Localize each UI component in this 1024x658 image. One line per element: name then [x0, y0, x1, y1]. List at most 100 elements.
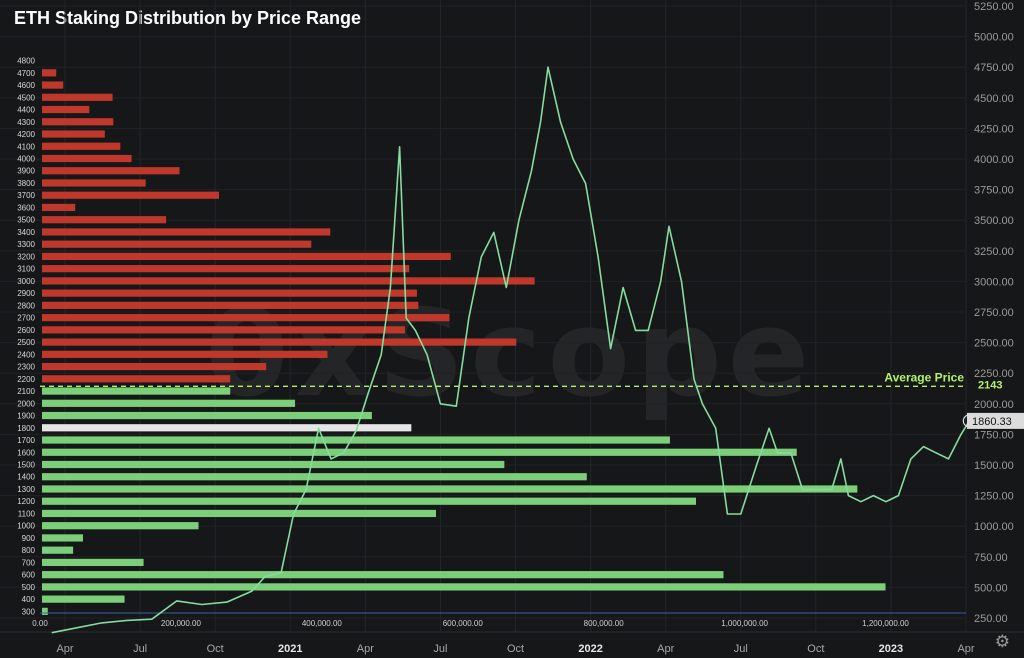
time-tick-label: Oct [507, 643, 524, 655]
price-tick-label: 2500.00 [974, 338, 1014, 350]
distribution-bar [42, 252, 451, 261]
price-bucket-label: 1200 [17, 497, 35, 506]
price-bucket-label: 4700 [17, 69, 35, 78]
stake-tick-label: 1,000,000.00 [721, 619, 768, 628]
distribution-bar [42, 387, 231, 395]
stake-tick-label: 0.00 [32, 619, 48, 628]
price-tick-label: 1750.00 [974, 429, 1014, 441]
price-bucket-label: 1700 [17, 436, 35, 445]
price-tick-label: 4750.00 [974, 62, 1014, 74]
stake-tick-label: 1,200,000.00 [862, 619, 909, 628]
distribution-bar [42, 69, 57, 77]
distribution-bar [42, 118, 114, 126]
distribution-bar [42, 142, 121, 150]
distribution-bar [42, 265, 410, 273]
distribution-bar [42, 130, 105, 138]
price-bucket-label: 3700 [17, 191, 35, 200]
price-tick-label: 3250.00 [974, 246, 1014, 258]
price-bucket-label: 2200 [17, 375, 35, 384]
time-tick-label: 2023 [879, 643, 903, 655]
price-bucket-label: 600 [22, 571, 36, 580]
price-bucket-label: 2900 [17, 289, 35, 298]
distribution-bar [42, 375, 231, 383]
time-tick-label: Apr [357, 643, 374, 655]
distribution-bar [42, 314, 450, 322]
price-bucket-label: 3600 [17, 203, 35, 212]
price-bucket-label: 500 [22, 583, 36, 592]
distribution-bar [42, 179, 146, 187]
price-bucket-label: 1500 [17, 461, 35, 470]
price-bucket-label: 1300 [17, 485, 35, 494]
chart-title: ETH Staking Distribution by Price Range [14, 8, 362, 28]
price-bucket-label: 1400 [17, 473, 35, 482]
average-price-value: 2143 [978, 379, 1002, 391]
price-tick-label: 4250.00 [974, 123, 1014, 135]
price-bucket-label: 2700 [17, 314, 35, 323]
price-bucket-label: 1900 [17, 412, 35, 421]
distribution-bar [42, 546, 74, 554]
distribution-bar [42, 595, 125, 603]
distribution-bar [42, 289, 417, 297]
price-bucket-label: 900 [22, 534, 36, 543]
gear-icon[interactable]: ⚙ [994, 632, 1010, 651]
distribution-bar [42, 105, 90, 114]
price-bucket-label: 4800 [17, 57, 35, 66]
price-bucket-label: 2000 [17, 399, 35, 408]
price-bucket-label: 800 [22, 546, 36, 555]
price-bucket-label: 4500 [17, 93, 35, 102]
time-tick-label: Apr [56, 643, 73, 655]
price-tick-label: 1000.00 [974, 521, 1014, 533]
distribution-bar [42, 326, 405, 334]
price-bucket-label: 4300 [17, 118, 35, 127]
distribution-bar [42, 81, 64, 89]
stake-tick-label: 400,000.00 [302, 619, 343, 628]
distribution-bar [42, 424, 412, 432]
price-tick-label: 250.00 [974, 613, 1008, 625]
stake-tick-label: 200,000.00 [161, 619, 202, 628]
distribution-bar [42, 485, 858, 493]
price-tick-label: 2250.00 [974, 368, 1014, 380]
price-bucket-label: 1100 [18, 509, 36, 518]
price-bucket-label: 400 [22, 595, 36, 604]
price-tick-label: 750.00 [974, 552, 1008, 564]
time-tick-label: Apr [657, 643, 674, 655]
price-bucket-label: 300 [22, 607, 36, 616]
price-tick-label: 3000.00 [974, 276, 1014, 288]
distribution-bar [42, 436, 670, 444]
distribution-bar [42, 338, 517, 346]
price-bucket-label: 700 [22, 558, 36, 567]
price-bucket-label: 2500 [17, 338, 35, 347]
price-bucket-label: 3300 [17, 240, 35, 249]
time-tick-label: Jul [433, 643, 447, 655]
time-tick-label: Jul [133, 643, 147, 655]
distribution-bar [42, 301, 419, 309]
price-bucket-label: 1000 [17, 522, 35, 531]
price-bucket-label: 1800 [17, 424, 35, 433]
price-bucket-label: 2300 [17, 363, 35, 372]
price-bucket-label: 2400 [17, 350, 35, 359]
distribution-bar [42, 509, 436, 518]
price-bucket-label: 3200 [17, 252, 35, 261]
distribution-bar [42, 534, 83, 542]
distribution-bar [42, 607, 48, 615]
price-tick-label: 2000.00 [974, 399, 1014, 411]
price-bucket-label: 2600 [17, 326, 35, 335]
time-tick-label: Apr [957, 643, 974, 655]
distribution-bar [42, 191, 219, 199]
stake-tick-label: 600,000.00 [443, 619, 484, 628]
distribution-bar [42, 216, 167, 224]
time-tick-label: 2022 [578, 643, 602, 655]
distribution-bar [42, 583, 886, 591]
distribution-bar [42, 522, 199, 530]
time-tick-label: 2021 [278, 643, 302, 655]
price-bucket-label: 4100 [17, 142, 35, 151]
distribution-bar [42, 154, 132, 163]
price-tick-label: 5000.00 [974, 32, 1014, 44]
distribution-bar [42, 473, 587, 481]
time-tick-label: Jul [734, 643, 748, 655]
distribution-bar [42, 448, 797, 456]
distribution-bar [42, 558, 144, 567]
time-tick-label: Oct [207, 643, 224, 655]
price-bucket-label: 3500 [17, 216, 35, 225]
price-bucket-label: 3800 [17, 179, 35, 188]
